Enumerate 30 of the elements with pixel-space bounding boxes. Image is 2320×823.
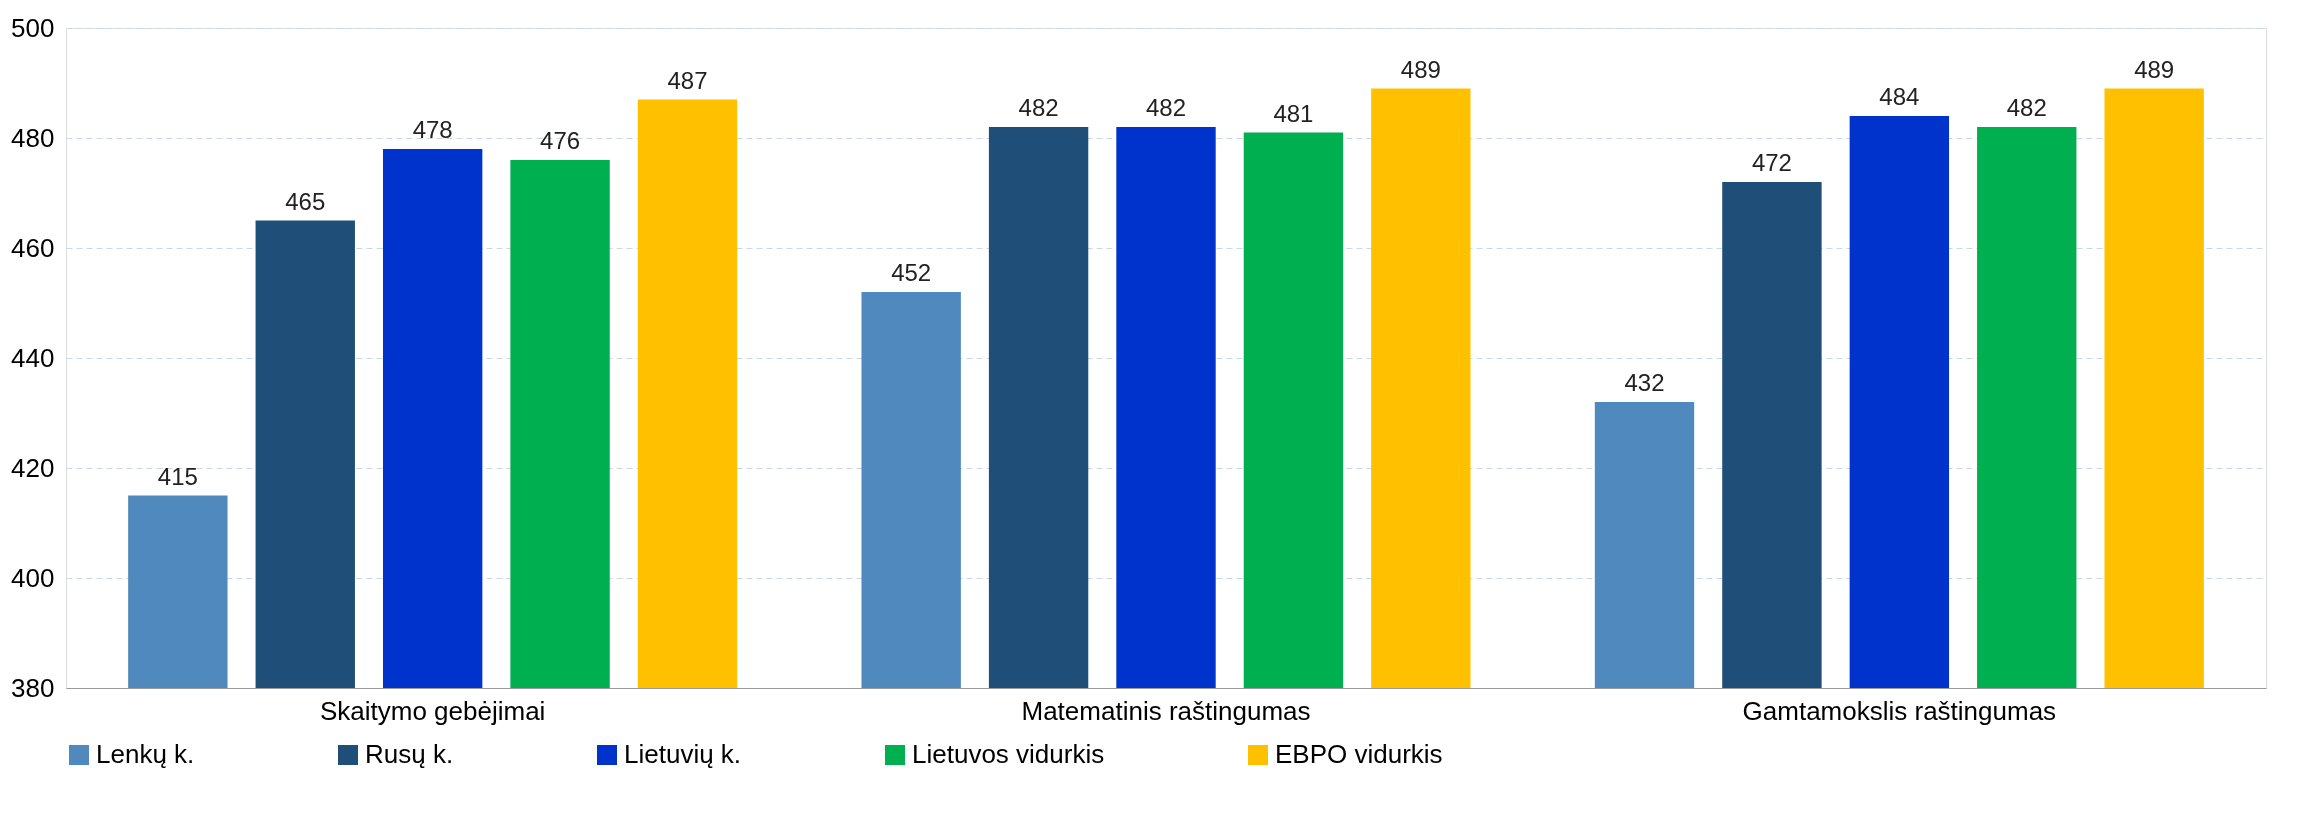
y-tick-label: 400 <box>11 562 55 593</box>
data-label: 481 <box>1273 99 1314 127</box>
data-label: 487 <box>667 66 708 94</box>
legend-label: Lenkų k. <box>96 739 195 769</box>
legend-label: EBPO vidurkis <box>1275 739 1443 769</box>
data-label: 478 <box>412 116 453 143</box>
data-label: 489 <box>2134 55 2175 83</box>
data-label: 484 <box>1879 83 1920 110</box>
x-tick-label: Matematinis raštingumas <box>1021 695 1311 726</box>
data-label: 432 <box>1624 369 1665 396</box>
x-tick-label: Skaitymo gebėjimai <box>319 695 546 726</box>
legend-label: Rusų k. <box>365 739 454 769</box>
data-label: 472 <box>1751 149 1792 176</box>
y-tick-label: 440 <box>11 342 55 373</box>
data-label: 482 <box>2006 94 2047 121</box>
data-label: 465 <box>285 187 326 215</box>
data-label: 476 <box>540 127 581 154</box>
legend-label: Lietuvių k. <box>624 739 742 769</box>
y-tick-label: 380 <box>11 672 55 703</box>
data-label: 482 <box>1145 94 1187 121</box>
data-label: 482 <box>1018 94 1059 121</box>
data-label: 415 <box>157 462 198 490</box>
y-tick-label: 460 <box>11 232 55 263</box>
y-tick-label: 420 <box>11 452 55 483</box>
y-tick-label: 500 <box>11 12 55 43</box>
legend-label: Lietuvos vidurkis <box>912 739 1105 769</box>
data-label: 489 <box>1400 55 1441 83</box>
data-label: 452 <box>891 259 932 286</box>
y-tick-label: 480 <box>11 122 55 153</box>
x-tick-label: Gamtamokslis raštingumas <box>1742 695 2057 726</box>
